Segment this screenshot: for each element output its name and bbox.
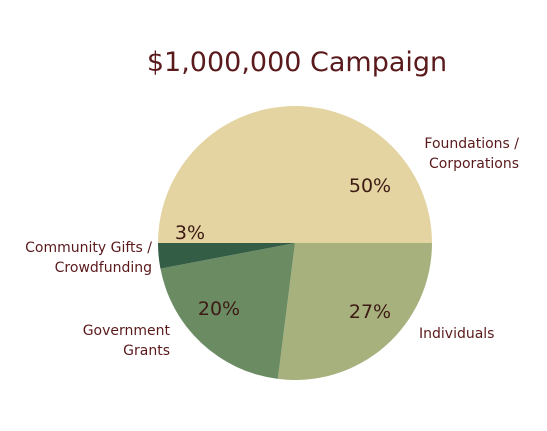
pie-slice-foundations-corporations — [158, 106, 432, 243]
pie-slice-individuals — [277, 243, 432, 380]
category-label-individuals: Individuals — [419, 326, 494, 342]
pct-label-community-gifts-crowdfunding: 3% — [175, 222, 205, 244]
category-labels: Individuals Government Grants Community Gif… — [25, 136, 519, 359]
pct-label-government-grants: 20% — [198, 298, 240, 320]
percentage-labels: 27% 20% 3% 50% — [175, 175, 391, 323]
category-label-government-grants: Government Grants — [83, 323, 171, 359]
category-label-foundations-corporations: Foundations / Corporations — [424, 136, 519, 172]
pct-label-foundations-corporations: 50% — [349, 175, 391, 197]
category-label-community-gifts-crowdfunding: Community Gifts / Crowdfunding — [25, 240, 152, 276]
pie-slices — [158, 106, 432, 380]
chart-title: $1,000,000 Campaign — [147, 47, 447, 78]
pie-slice-government-grants — [160, 243, 295, 379]
pct-label-individuals: 27% — [349, 301, 391, 323]
pie-slice-community-gifts-crowdfunding — [158, 243, 295, 269]
